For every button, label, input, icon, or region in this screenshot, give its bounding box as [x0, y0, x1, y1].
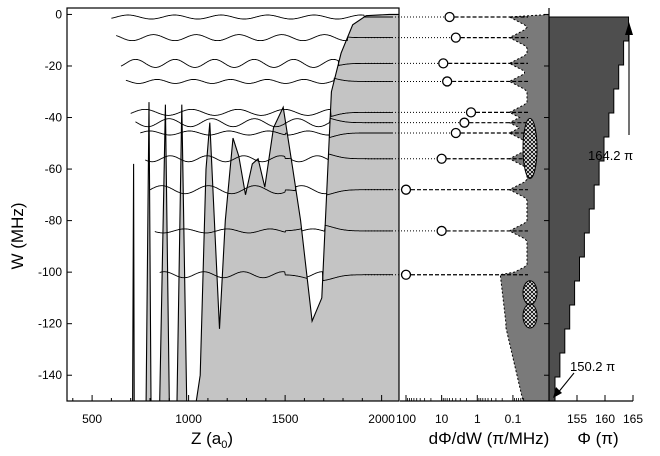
level-marker [465, 107, 477, 118]
left-y-tick-label: 0 [55, 7, 62, 21]
middle-x-ticks: 100 10 1 0.1 [396, 395, 525, 426]
wavefunction-traces [111, 14, 394, 282]
right-x-tick-label: 165 [623, 412, 643, 426]
level-dashed-links [411, 16, 528, 276]
potential-area [67, 13, 399, 401]
upper-annotation-label: 164.2 π [588, 148, 633, 163]
level-marker [450, 32, 461, 43]
wavefunction-trace [154, 224, 393, 234]
left-y-tick-label: -20 [45, 59, 63, 73]
left-x-tick-label: 500 [82, 412, 102, 426]
level-marker [400, 184, 412, 195]
hatched-ellipse [522, 280, 538, 306]
left-y-tick-label: -100 [38, 265, 62, 279]
phi-staircase [548, 16, 630, 402]
level-marker [436, 225, 447, 237]
middle-x-axis-label: dΦ/dW (π/MHz) [429, 429, 550, 448]
dphi-dw-area [499, 13, 550, 402]
level-marker [444, 11, 455, 23]
wavefunction-trace [140, 130, 393, 139]
level-marker [459, 117, 470, 128]
left-y-tick-label: -40 [45, 111, 63, 125]
x-axis-label-main: Z (a [191, 429, 222, 448]
left-y-tick-label: -120 [38, 317, 62, 331]
level-marker [442, 76, 453, 87]
left-y-ticks: 0 -20 -40 -60 -80 -100 -120 -140 [38, 7, 72, 382]
left-frame [66, 7, 400, 402]
middle-panel: 100 10 1 0.1 dΦ/dW (π/MHz) [365, 11, 550, 448]
left-y-tick-label: -60 [45, 162, 63, 176]
middle-x-tick-label: 100 [396, 412, 416, 426]
right-x-tick-label: 160 [595, 412, 615, 426]
wavefunction-trace [149, 185, 394, 196]
right-x-tick-label: 155 [567, 412, 587, 426]
middle-x-tick-label: 10 [435, 412, 449, 426]
wavefunction-trace [145, 153, 393, 163]
right-panel: 155 160 165 164.2 π 150.2 π Φ (π) [544, 8, 643, 448]
right-x-axis-label: Φ (π) [577, 429, 618, 448]
left-plot-area [67, 13, 399, 401]
left-y-tick-label: -140 [38, 368, 62, 382]
wavefunction-trace [120, 58, 394, 68]
left-x-tick-label: 1500 [272, 412, 299, 426]
y-axis-label: W (MHz) [8, 202, 27, 269]
x-axis-label: Z (a0) [191, 429, 233, 451]
wavefunction-trace [111, 14, 393, 20]
right-x-ticks: 155 160 165 [567, 395, 643, 426]
left-x-ticks: 500 1000 1500 2000 [72, 395, 395, 426]
left-y-tick-label: -80 [45, 214, 63, 228]
middle-x-tick-label: 1 [474, 412, 481, 426]
hatched-ellipses [522, 117, 538, 329]
level-dotted-links [365, 16, 467, 276]
lower-annotation-label: 150.2 π [570, 359, 615, 374]
x-axis-label-sub: 0 [221, 439, 227, 451]
right-y-ticks [544, 13, 549, 376]
lower-arrow-head [553, 387, 562, 398]
hatched-ellipse [522, 117, 538, 179]
wavefunction-trace [135, 117, 394, 128]
level-markers [400, 11, 477, 280]
hatched-ellipse [522, 303, 538, 329]
wavefunction-trace [159, 271, 393, 282]
middle-x-tick-label: 0.1 [505, 412, 522, 426]
wavefunction-trace [130, 108, 393, 118]
upper-arrow-head [625, 22, 633, 35]
level-marker [436, 153, 447, 164]
level-marker [400, 269, 412, 280]
level-marker [438, 58, 449, 69]
wavefunction-trace [116, 34, 393, 42]
wavefunction-trace [125, 77, 393, 84]
x-axis-label-close: ) [227, 429, 233, 448]
lower-annotation-arrow [556, 372, 575, 395]
level-marker [450, 127, 461, 139]
left-x-tick-label: 1000 [175, 412, 202, 426]
left-x-tick-label: 2000 [368, 412, 395, 426]
left-panel: 0 -20 -40 -60 -80 -100 -120 -140 500 1000 1500 200… [8, 7, 400, 451]
